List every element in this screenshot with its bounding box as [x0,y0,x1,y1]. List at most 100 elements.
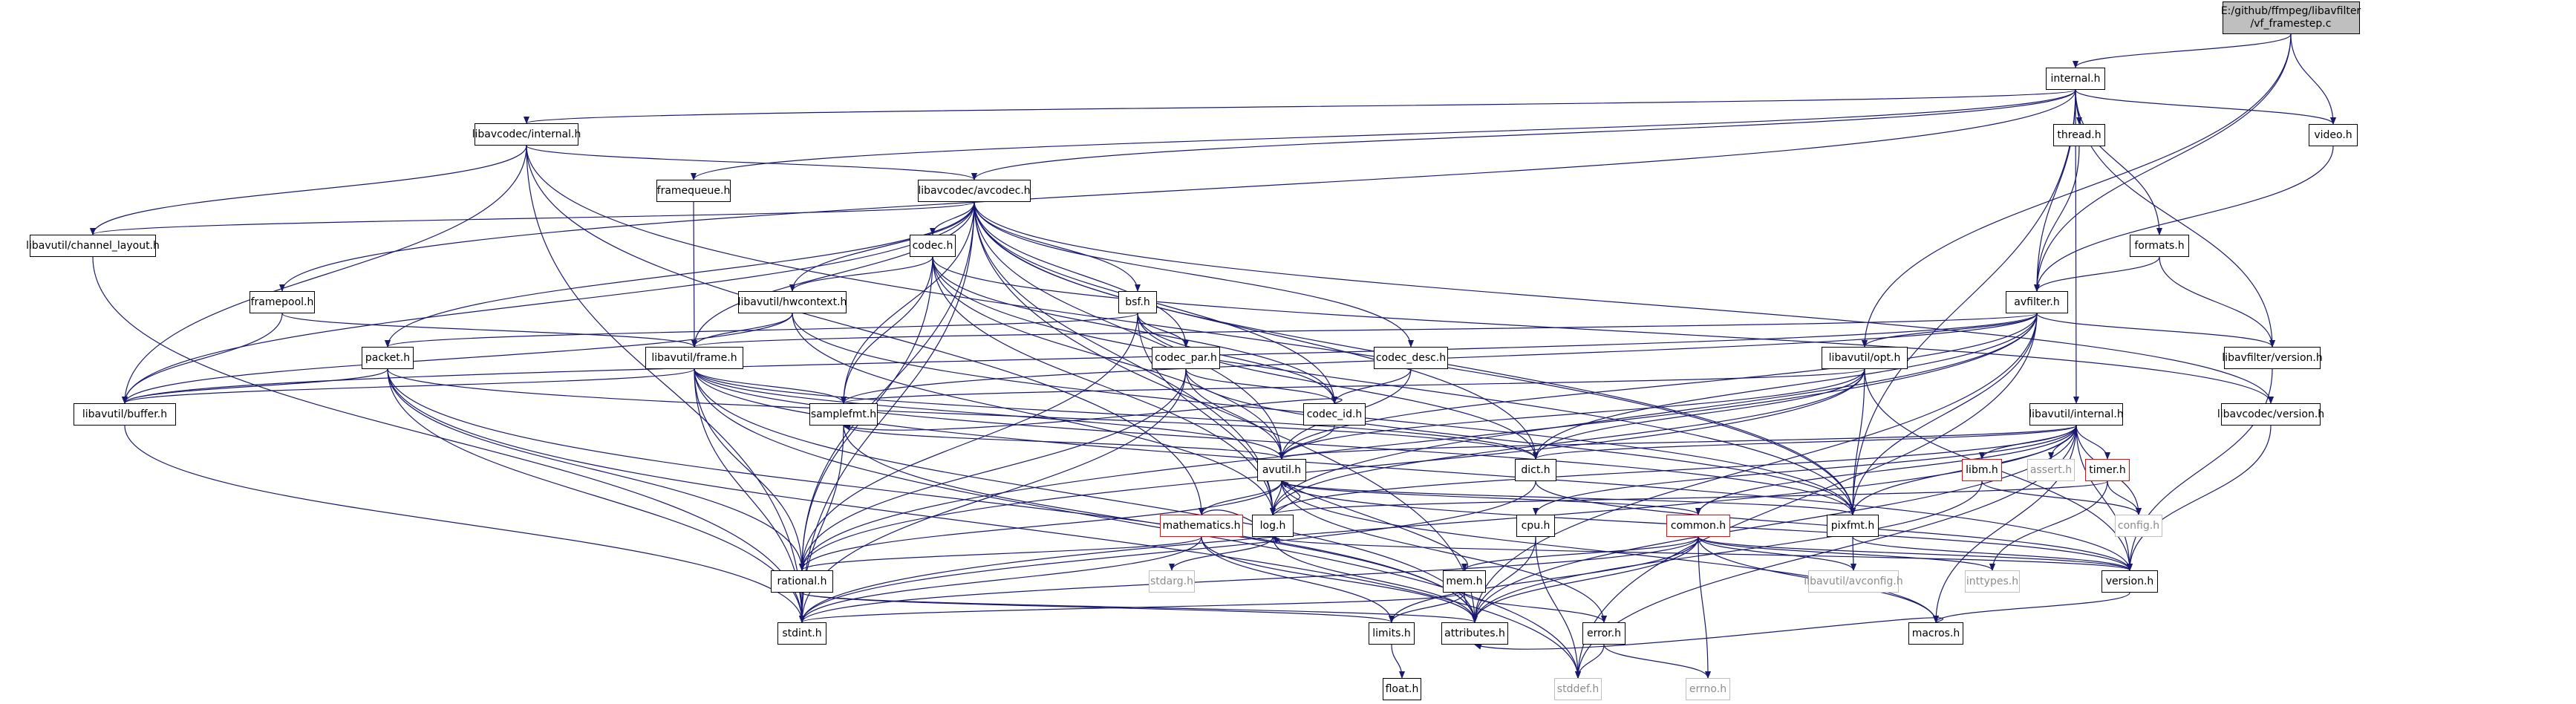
graph-node-lavu-internal[interactable]: libavutil/internal.h [2029,403,2124,426]
graph-node-codec-desc[interactable]: codec_desc.h [1374,347,1448,369]
edge-frame-h-to-attributes-h [694,368,1478,623]
graph-node-label: formats.h [2134,240,2185,252]
edge-root-to-video-h [2290,33,2336,125]
graph-node-hwcontext-h[interactable]: libavutil/hwcontext.h [738,291,847,313]
edge-internal-h-to-avcodec-h [971,89,2076,180]
graph-node-opt-h[interactable]: libavutil/opt.h [1822,347,1908,369]
graph-node-label: dict.h [1521,464,1551,476]
edge-avutil-h-to-pixfmt-h [1281,480,1856,515]
graph-node-channel-layout[interactable]: libavutil/channel_layout.h [26,235,160,257]
edge-framepool-h-to-frame-h [281,313,697,348]
graph-node-formats-h[interactable]: formats.h [2130,235,2189,257]
graph-node-version-h[interactable]: version.h [2101,570,2158,593]
graph-node-libm-h[interactable]: libm.h [1962,459,2002,481]
graph-node-label: macros.h [1911,628,1960,639]
graph-node-pixfmt-h[interactable]: pixfmt.h [1827,515,1879,537]
graph-node-label: libavcodec/internal.h [472,128,581,140]
edge-video-h-to-avfilter-h [2034,146,2334,292]
edge-lavu-internal-to-common-h [1695,425,2077,515]
graph-node-stdint-h[interactable]: stdint.h [777,622,826,645]
graph-node-buffer-h[interactable]: libavutil/buffer.h [74,403,176,426]
graph-node-macros-h[interactable]: macros.h [1908,622,1963,645]
edge-avcodec-h-to-rational-h [799,201,975,571]
edge-avutil-h-to-rational-h [799,480,1282,571]
graph-node-timer-h[interactable]: timer.h [2085,459,2130,481]
edge-avutil-h-to-common-h [1281,480,1701,515]
graph-node-label: thread.h [2057,129,2101,141]
graph-node-label: libavutil/channel_layout.h [26,240,160,252]
edge-bsf-h-to-packet-h [385,313,1138,348]
graph-node-avfilter-h[interactable]: avfilter.h [2006,291,2068,313]
edge-mathematics-h-to-stdint-h [799,536,1202,623]
edge-codec-h-to-samplefmt-h [841,256,933,404]
graph-node-packet-h[interactable]: packet.h [362,347,414,369]
graph-node-codec-par[interactable]: codec_par.h [1152,347,1220,369]
edge-internal-h-to-framequeue-h [691,89,2076,180]
edge-avcodec-h-to-avutil-h [974,201,1285,460]
edge-macros-h-to-attributes-h [1474,617,1944,650]
graph-node-label: limits.h [1372,628,1411,639]
graph-node-config-h: config.h [2115,515,2162,537]
graph-node-avcodec-h[interactable]: libavcodec/avcodec.h [918,180,1031,202]
edge-mathematics-h-to-rational-h [799,536,1202,571]
graph-node-cpu-h[interactable]: cpu.h [1516,515,1555,537]
edge-log-h-to-avutil-h [1272,480,1301,515]
edge-thread-h-to-avfilter-h [2034,146,2080,292]
graph-node-attributes-h[interactable]: attributes.h [1441,622,1508,645]
edge-version-h-to-macros-h [1933,592,2130,623]
graph-node-label: codec_desc.h [1375,352,1447,364]
graph-node-float-h[interactable]: float.h [1383,678,1421,700]
edge-avcodec-h-to-frame-h [691,201,975,348]
graph-node-rational-h[interactable]: rational.h [771,570,833,593]
edge-limits-h-to-float-h [1391,644,1405,679]
graph-node-thread-h[interactable]: thread.h [2053,124,2105,146]
graph-node-mathematics-h[interactable]: mathematics.h [1160,515,1243,537]
graph-node-label: libavutil/opt.h [1828,352,1901,364]
graph-node-mem-h[interactable]: mem.h [1443,570,1486,593]
edge-timer-h-to-config-h [2107,480,2142,515]
edge-lavu-internal-to-avutil-h [1279,425,2077,460]
graph-node-label: mem.h [1446,576,1483,587]
graph-node-framepool-h[interactable]: framepool.h [250,291,315,313]
graph-node-label: avutil.h [1262,464,1302,476]
graph-node-log-h[interactable]: log.h [1252,515,1294,537]
edge-packet-h-to-stddef-h [387,368,1581,679]
graph-node-label: libavutil/internal.h [2029,408,2124,420]
graph-node-dict-h[interactable]: dict.h [1515,459,1556,481]
edge-codec-par-to-pixfmt-h [1185,368,1856,515]
graph-node-label: config.h [2117,520,2160,532]
graph-node-codec-h[interactable]: codec.h [910,235,956,257]
graph-node-internal-h[interactable]: internal.h [2046,68,2105,90]
graph-node-frame-h[interactable]: libavutil/frame.h [645,347,743,369]
graph-node-codec-id[interactable]: codec_id.h [1303,403,1366,426]
edge-codec-h-to-codec-id [932,256,1337,404]
edge-bsf-h-to-codec-par [1137,313,1189,348]
graph-node-limits-h[interactable]: limits.h [1369,622,1415,645]
edge-common-h-to-inttypes-h [1698,536,1995,571]
edge-internal-h-to-formats-h [2075,89,2162,235]
edge-frame-h-to-buffer-h [122,368,695,404]
edge-lavu-internal-to-timer-h [2076,425,2110,460]
graph-node-avutil-h[interactable]: avutil.h [1257,459,1306,481]
edge-buffer-h-to-stdint-h [124,425,805,623]
graph-node-video-h[interactable]: video.h [2309,124,2358,146]
graph-node-bsf-h[interactable]: bsf.h [1118,291,1157,313]
graph-node-label: common.h [1670,520,1726,532]
edge-avcodec-h-to-codec-par [974,201,1189,348]
graph-node-samplefmt-h[interactable]: samplefmt.h [809,403,878,426]
graph-node-lavfi-version[interactable]: libavfilter/version.h [2222,347,2323,369]
graph-node-avcodec-internal[interactable]: libavcodec/internal.h [472,123,581,146]
edge-avcodec-h-to-samplefmt-h [841,201,975,404]
graph-node-error-h[interactable]: error.h [1582,622,1626,645]
graph-node-label: mathematics.h [1162,520,1241,532]
graph-node-common-h[interactable]: common.h [1666,515,1730,537]
edge-common-h-to-limits-h [1389,536,1699,623]
graph-node-label: libavutil/frame.h [651,352,737,364]
graph-node-framequeue-h[interactable]: framequeue.h [656,180,731,202]
edge-bsf-h-to-codec-id [1137,313,1337,404]
edge-avcodec-internal-to-buffer-h [122,145,527,404]
edge-avcodec-h-to-lavc-version [974,201,2274,404]
graph-node-label: log.h [1259,520,1286,532]
graph-node-lavc-version[interactable]: libavcodec/version.h [2217,403,2324,426]
edge-opt-h-to-avutil-h [1279,368,1865,460]
